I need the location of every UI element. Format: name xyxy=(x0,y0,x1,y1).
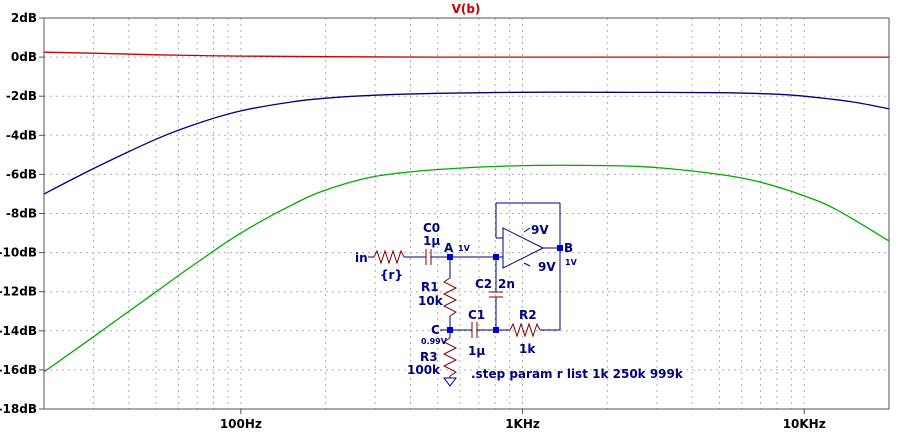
y-tick-label: -10dB xyxy=(0,246,37,260)
y-tick-label: 2dB xyxy=(11,11,37,25)
resistor-r3 xyxy=(442,337,458,377)
series-line-2 xyxy=(43,91,890,195)
x-axis: 100Hz 1KHz 10KHz xyxy=(220,409,826,431)
chart-title: V(b) xyxy=(452,2,481,16)
label-r1-value: 10k xyxy=(418,294,444,308)
label-node-a-voltage: 1V xyxy=(458,244,471,253)
y-tick-label: -12dB xyxy=(0,285,37,299)
series-line-3 xyxy=(43,164,890,373)
spice-directive: .step param r list 1k 250k 999k xyxy=(471,367,684,381)
x-tick-label: 10KHz xyxy=(783,417,826,431)
y-tick-label: -4dB xyxy=(6,128,37,142)
y-tick-label: -2dB xyxy=(6,89,37,103)
label-c1: C1 xyxy=(468,308,485,322)
y-axis: 2dB 0dB -2dB -4dB -6dB -8dB -10dB -12dB -14dB -16… xyxy=(0,11,44,416)
series-layer xyxy=(43,51,890,373)
label-node-c-voltage: 0.99V xyxy=(421,337,448,346)
x-tick-label: 1KHz xyxy=(505,417,540,431)
ground-icon xyxy=(443,377,457,387)
label-node-b-voltage: 1V xyxy=(565,258,578,267)
label-r: {r} xyxy=(380,268,403,282)
resistor-r xyxy=(373,249,405,265)
series-line-1 xyxy=(43,51,889,58)
label-r3-value: 100k xyxy=(407,363,441,377)
y-tick-label: -6dB xyxy=(6,167,37,181)
resistor-r1 xyxy=(442,277,458,317)
label-node-c: C xyxy=(431,323,440,337)
y-tick-label: -14dB xyxy=(0,324,37,338)
label-r1: R1 xyxy=(421,280,439,294)
opamp xyxy=(502,227,545,269)
label-r3: R3 xyxy=(420,350,438,364)
label-c0-value: 1µ xyxy=(423,234,440,248)
y-tick-label: 0dB xyxy=(11,50,37,64)
label-r2-value: 1k xyxy=(519,342,536,356)
label-in: in xyxy=(355,251,368,265)
label-node-b: B xyxy=(564,241,573,255)
label-c2: C2 xyxy=(475,277,492,291)
y-tick-label: -18dB xyxy=(0,402,37,416)
label-c0: C0 xyxy=(423,221,440,235)
y-tick-label: -8dB xyxy=(6,207,37,221)
label-op-vneg: 9V xyxy=(538,260,556,274)
label-op-vpos: 9V xyxy=(531,223,549,237)
x-tick-label: 100Hz xyxy=(220,417,262,431)
label-c2-value: 2n xyxy=(498,277,515,291)
label-node-a: A xyxy=(444,241,454,255)
y-tick-label: -16dB xyxy=(0,363,37,377)
schematic: in {r} C0 1µ A 1V 9V 9V B 1V R1 10k C2 2… xyxy=(355,202,684,387)
grid xyxy=(43,17,890,410)
label-r2: R2 xyxy=(519,308,537,322)
resistor-r2 xyxy=(509,322,541,338)
label-c1-value: 1µ xyxy=(468,344,485,358)
